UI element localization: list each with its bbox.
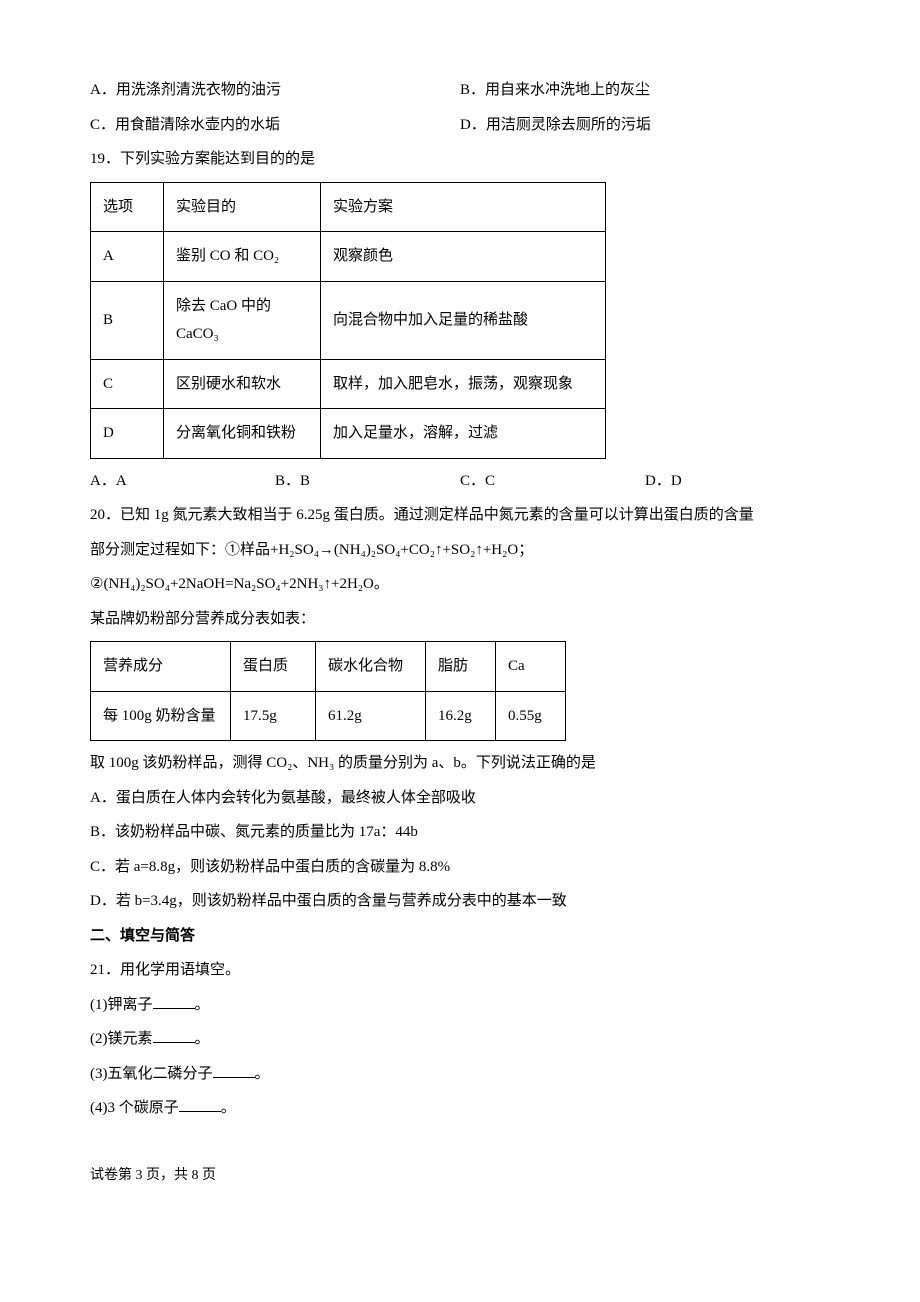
page-footer: 试卷第 3 页，共 8 页 <box>90 1163 830 1190</box>
cell: 向混合物中加入足量的稀盐酸 <box>321 281 606 359</box>
table-row: A 鉴别 CO 和 CO₂ 观察颜色 <box>91 232 606 282</box>
cell: 实验目的 <box>164 182 321 232</box>
table-row: D 分离氧化铜和铁粉 加入足量水，溶解，过滤 <box>91 409 606 459</box>
cell: B <box>91 281 164 359</box>
q21-p4-text: (4)3 个碳原子 <box>90 1100 179 1116</box>
cell: Ca <box>496 642 566 692</box>
q19-option-c: C．C <box>460 467 645 496</box>
q19-options-row: A．A B．B C．C D．D <box>90 467 830 496</box>
cell: 每 100g 奶粉含量 <box>91 691 231 741</box>
q21-p3-text: (3)五氧化二磷分子 <box>90 1066 213 1082</box>
cell: 观察颜色 <box>321 232 606 282</box>
q21-p1-text: (1)钾离子 <box>90 997 153 1013</box>
cell: 选项 <box>91 182 164 232</box>
q20-line3: ②(NH₄)₂SO₄+2NaOH=Na₂SO₄+2NH₃↑+2H₂O。 <box>90 570 830 599</box>
q19-table: 选项 实验目的 实验方案 A 鉴别 CO 和 CO₂ 观察颜色 B 除去 CaO… <box>90 182 606 459</box>
cell: 17.5g <box>231 691 316 741</box>
q20-option-d: D．若 b=3.4g，则该奶粉样品中蛋白质的含量与营养成分表中的基本一致 <box>90 887 830 916</box>
q18-options-row1: A．用洗涤剂清洗衣物的油污 B．用自来水冲洗地上的灰尘 <box>90 76 830 105</box>
q21-stem: 21．用化学用语填空。 <box>90 956 830 985</box>
q19-option-a: A．A <box>90 467 275 496</box>
period: 。 <box>221 1100 236 1116</box>
blank-input[interactable] <box>153 1027 195 1043</box>
q21-part3: (3)五氧化二磷分子 。 <box>90 1060 830 1089</box>
q21-part1: (1)钾离子 。 <box>90 991 830 1020</box>
cell: 0.55g <box>496 691 566 741</box>
cell: 脂肪 <box>426 642 496 692</box>
q19-option-b: B．B <box>275 467 460 496</box>
table-row: 选项 实验目的 实验方案 <box>91 182 606 232</box>
q21-part4: (4)3 个碳原子 。 <box>90 1094 830 1123</box>
cell: 实验方案 <box>321 182 606 232</box>
section-2-heading: 二、填空与简答 <box>90 922 830 951</box>
q21-part2: (2)镁元素 。 <box>90 1025 830 1054</box>
period: 。 <box>195 997 210 1013</box>
cell: 鉴别 CO 和 CO₂ <box>164 232 321 282</box>
cell: 16.2g <box>426 691 496 741</box>
q19-option-d: D．D <box>645 467 830 496</box>
q18-option-b: B．用自来水冲洗地上的灰尘 <box>460 76 830 105</box>
q20-line4: 某品牌奶粉部分营养成分表如表： <box>90 605 830 634</box>
cell: 加入足量水，溶解，过滤 <box>321 409 606 459</box>
q20-option-a: A．蛋白质在人体内会转化为氨基酸，最终被人体全部吸收 <box>90 784 830 813</box>
cell: 取样，加入肥皂水，振荡，观察现象 <box>321 359 606 409</box>
q20-line1: 20．已知 1g 氮元素大致相当于 6.25g 蛋白质。通过测定样品中氮元素的含… <box>90 501 830 530</box>
q20-line5: 取 100g 该奶粉样品，测得 CO₂、NH₃ 的质量分别为 a、b。下列说法正… <box>90 749 830 778</box>
q20-table: 营养成分 蛋白质 碳水化合物 脂肪 Ca 每 100g 奶粉含量 17.5g 6… <box>90 641 566 741</box>
blank-input[interactable] <box>179 1096 221 1112</box>
blank-input[interactable] <box>153 993 195 1009</box>
cell: 碳水化合物 <box>316 642 426 692</box>
period: 。 <box>255 1066 270 1082</box>
table-row: B 除去 CaO 中的 CaCO₃ 向混合物中加入足量的稀盐酸 <box>91 281 606 359</box>
q20-option-c: C．若 a=8.8g，则该奶粉样品中蛋白质的含碳量为 8.8% <box>90 853 830 882</box>
q20-option-b: B．该奶粉样品中碳、氮元素的质量比为 17a：44b <box>90 818 830 847</box>
q18-option-d: D．用洁厕灵除去厕所的污垢 <box>460 111 830 140</box>
q18-option-c: C．用食醋清除水壶内的水垢 <box>90 111 460 140</box>
table-row: 营养成分 蛋白质 碳水化合物 脂肪 Ca <box>91 642 566 692</box>
cell: 区别硬水和软水 <box>164 359 321 409</box>
cell: 除去 CaO 中的 CaCO₃ <box>164 281 321 359</box>
table-row: 每 100g 奶粉含量 17.5g 61.2g 16.2g 0.55g <box>91 691 566 741</box>
q18-options-row2: C．用食醋清除水壶内的水垢 D．用洁厕灵除去厕所的污垢 <box>90 111 830 140</box>
q20-line2: 部分测定过程如下：①样品+H₂SO₄→(NH₄)₂SO₄+CO₂↑+SO₂↑+H… <box>90 536 830 565</box>
blank-input[interactable] <box>213 1062 255 1078</box>
period: 。 <box>195 1031 210 1047</box>
q19-stem: 19．下列实验方案能达到目的的是 <box>90 145 830 174</box>
q18-option-a: A．用洗涤剂清洗衣物的油污 <box>90 76 460 105</box>
cell: D <box>91 409 164 459</box>
cell: 61.2g <box>316 691 426 741</box>
cell: A <box>91 232 164 282</box>
table-row: C 区别硬水和软水 取样，加入肥皂水，振荡，观察现象 <box>91 359 606 409</box>
cell: 分离氧化铜和铁粉 <box>164 409 321 459</box>
cell: 营养成分 <box>91 642 231 692</box>
cell: 蛋白质 <box>231 642 316 692</box>
q21-p2-text: (2)镁元素 <box>90 1031 153 1047</box>
cell: C <box>91 359 164 409</box>
